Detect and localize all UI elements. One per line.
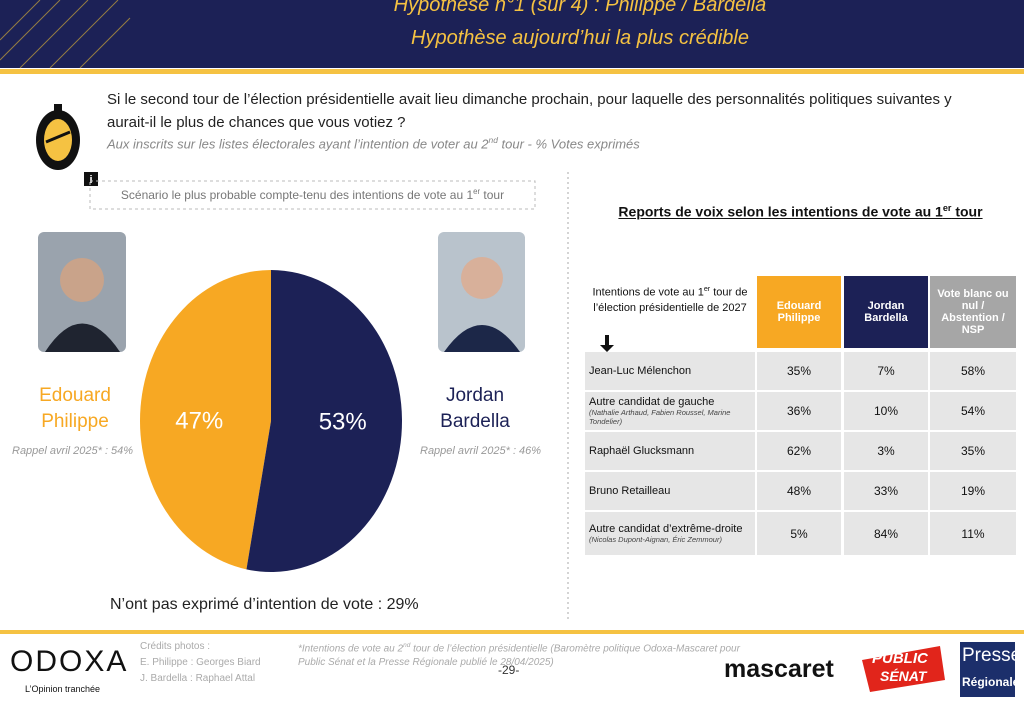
table-cell: 19%: [930, 472, 1016, 510]
column-header: Vote blanc ou nul / Abstention / NSP: [930, 276, 1016, 348]
row-label: Jean-Luc Mélenchon: [589, 365, 692, 377]
credit: Crédits photos :: [140, 641, 211, 652]
table-title-part: Reports de voix selon les intentions de …: [618, 203, 943, 220]
row-label: Raphaël Glucksmann: [589, 445, 695, 457]
column-header: Jordan Bardella: [844, 276, 928, 348]
base: Aux inscrits sur les listes électorales …: [107, 135, 640, 151]
row-cell: Jean-Luc Mélenchon: [585, 352, 755, 390]
row-detail: (Nathalie Arthaud, Fabien Roussel, Marin…: [589, 408, 731, 426]
row-detail: (Nicolas Dupont-Aignan, Éric Zemmour): [589, 535, 722, 544]
scenario-note-part: er: [473, 187, 481, 196]
footnote-part: nd: [403, 642, 411, 649]
table-cell: 33%: [844, 472, 928, 510]
table-cell: 35%: [757, 352, 841, 390]
row-label: Autre candidat de gauche: [589, 396, 715, 408]
partner: Presse: [962, 645, 1022, 666]
column-header: Edouard Philippe: [757, 276, 841, 348]
legend-name: Jordan Bardella: [440, 385, 510, 432]
legend-name: Edouard Philippe: [39, 385, 111, 432]
table-cell: 36%: [757, 392, 841, 430]
slice-label: 47%: [175, 407, 223, 434]
svg-text:i: i: [89, 174, 92, 186]
base-part: Aux inscrits sur les listes électorales …: [107, 136, 489, 152]
table-corner-part: Intentions de vote au 1: [592, 286, 704, 299]
table-title-part: er: [942, 203, 952, 213]
recall-note: Rappel avril 2025* : 54%: [12, 445, 134, 457]
table-corner-part: tour de l’élection présidentielle de 202…: [593, 286, 748, 314]
row-cell: Autre candidat de gauche (Nathalie Arthau…: [585, 392, 755, 430]
question: Si le second tour de l’élection présiden…: [107, 91, 952, 131]
table-cell: 3%: [844, 432, 928, 470]
base-part: nd: [488, 135, 498, 145]
row-cell: Raphaël Glucksmann: [585, 432, 755, 470]
base-part: tour - % Votes exprimés: [497, 136, 640, 152]
partner: SÉNAT: [880, 668, 927, 684]
row-label: Autre candidat d’extrême-droite: [589, 523, 743, 535]
table-title: Reports de voix selon les intentions de …: [585, 203, 1016, 220]
row-cell: Autre candidat d’extrême-droite (Nicolas …: [585, 512, 755, 555]
table-cell: 62%: [757, 432, 841, 470]
pie-slice: [246, 270, 402, 572]
slice-label: 53%: [319, 409, 367, 436]
scenario-note: Scénario le plus probable compte-tenu de…: [90, 187, 535, 202]
partner: mascaret: [724, 655, 834, 683]
table-cell: 35%: [930, 432, 1016, 470]
recall-note: Rappel avril 2025* : 46%: [420, 445, 542, 457]
table-corner-part: er: [703, 285, 711, 293]
subtitle: Hypothèse aujourd’hui la plus crédible: [411, 27, 749, 49]
non-expressed-note: N’ont pas exprimé d’intention de vote : …: [110, 596, 419, 613]
scenario-note-part: Scénario le plus probable compte-tenu de…: [120, 188, 474, 202]
footnote-part: *Intentions de vote au 2: [298, 643, 404, 655]
scenario-note-part: tour: [480, 188, 505, 202]
partner: PUBLIC: [872, 650, 928, 667]
footnote-part: tour de l’élection présidentielle (Barom…: [298, 643, 740, 669]
table-cell: 11%: [930, 512, 1016, 555]
credit: J. Bardella : Raphael Attal: [140, 673, 256, 684]
table-cell: 84%: [844, 512, 928, 555]
table-cell: 54%: [930, 392, 1016, 430]
table-cell: 48%: [757, 472, 841, 510]
pie-slice: [140, 270, 271, 570]
table-title-part: tour: [951, 203, 983, 220]
table-cell: 10%: [844, 392, 928, 430]
row-label: Bruno Retailleau: [589, 485, 671, 497]
tagline: L’Opinion tranchée: [25, 684, 101, 694]
brand: ODOXA: [10, 645, 129, 678]
partner: Régionale: [962, 675, 1020, 689]
row-cell: Bruno Retailleau: [585, 472, 755, 510]
table-cell: 5%: [757, 512, 841, 555]
title: Hypothèse n°1 (sur 4) : Philippe / Barde…: [393, 0, 767, 16]
table-cell: 7%: [844, 352, 928, 390]
table-corner: Intentions de vote au 1er tour de l’élec…: [588, 282, 752, 316]
footnote: *Intentions de vote au 2nd tour de l’éle…: [298, 639, 758, 670]
credit: E. Philippe : Georges Biard: [140, 657, 261, 668]
page-number: -29-: [498, 663, 520, 677]
table-cell: 58%: [930, 352, 1016, 390]
